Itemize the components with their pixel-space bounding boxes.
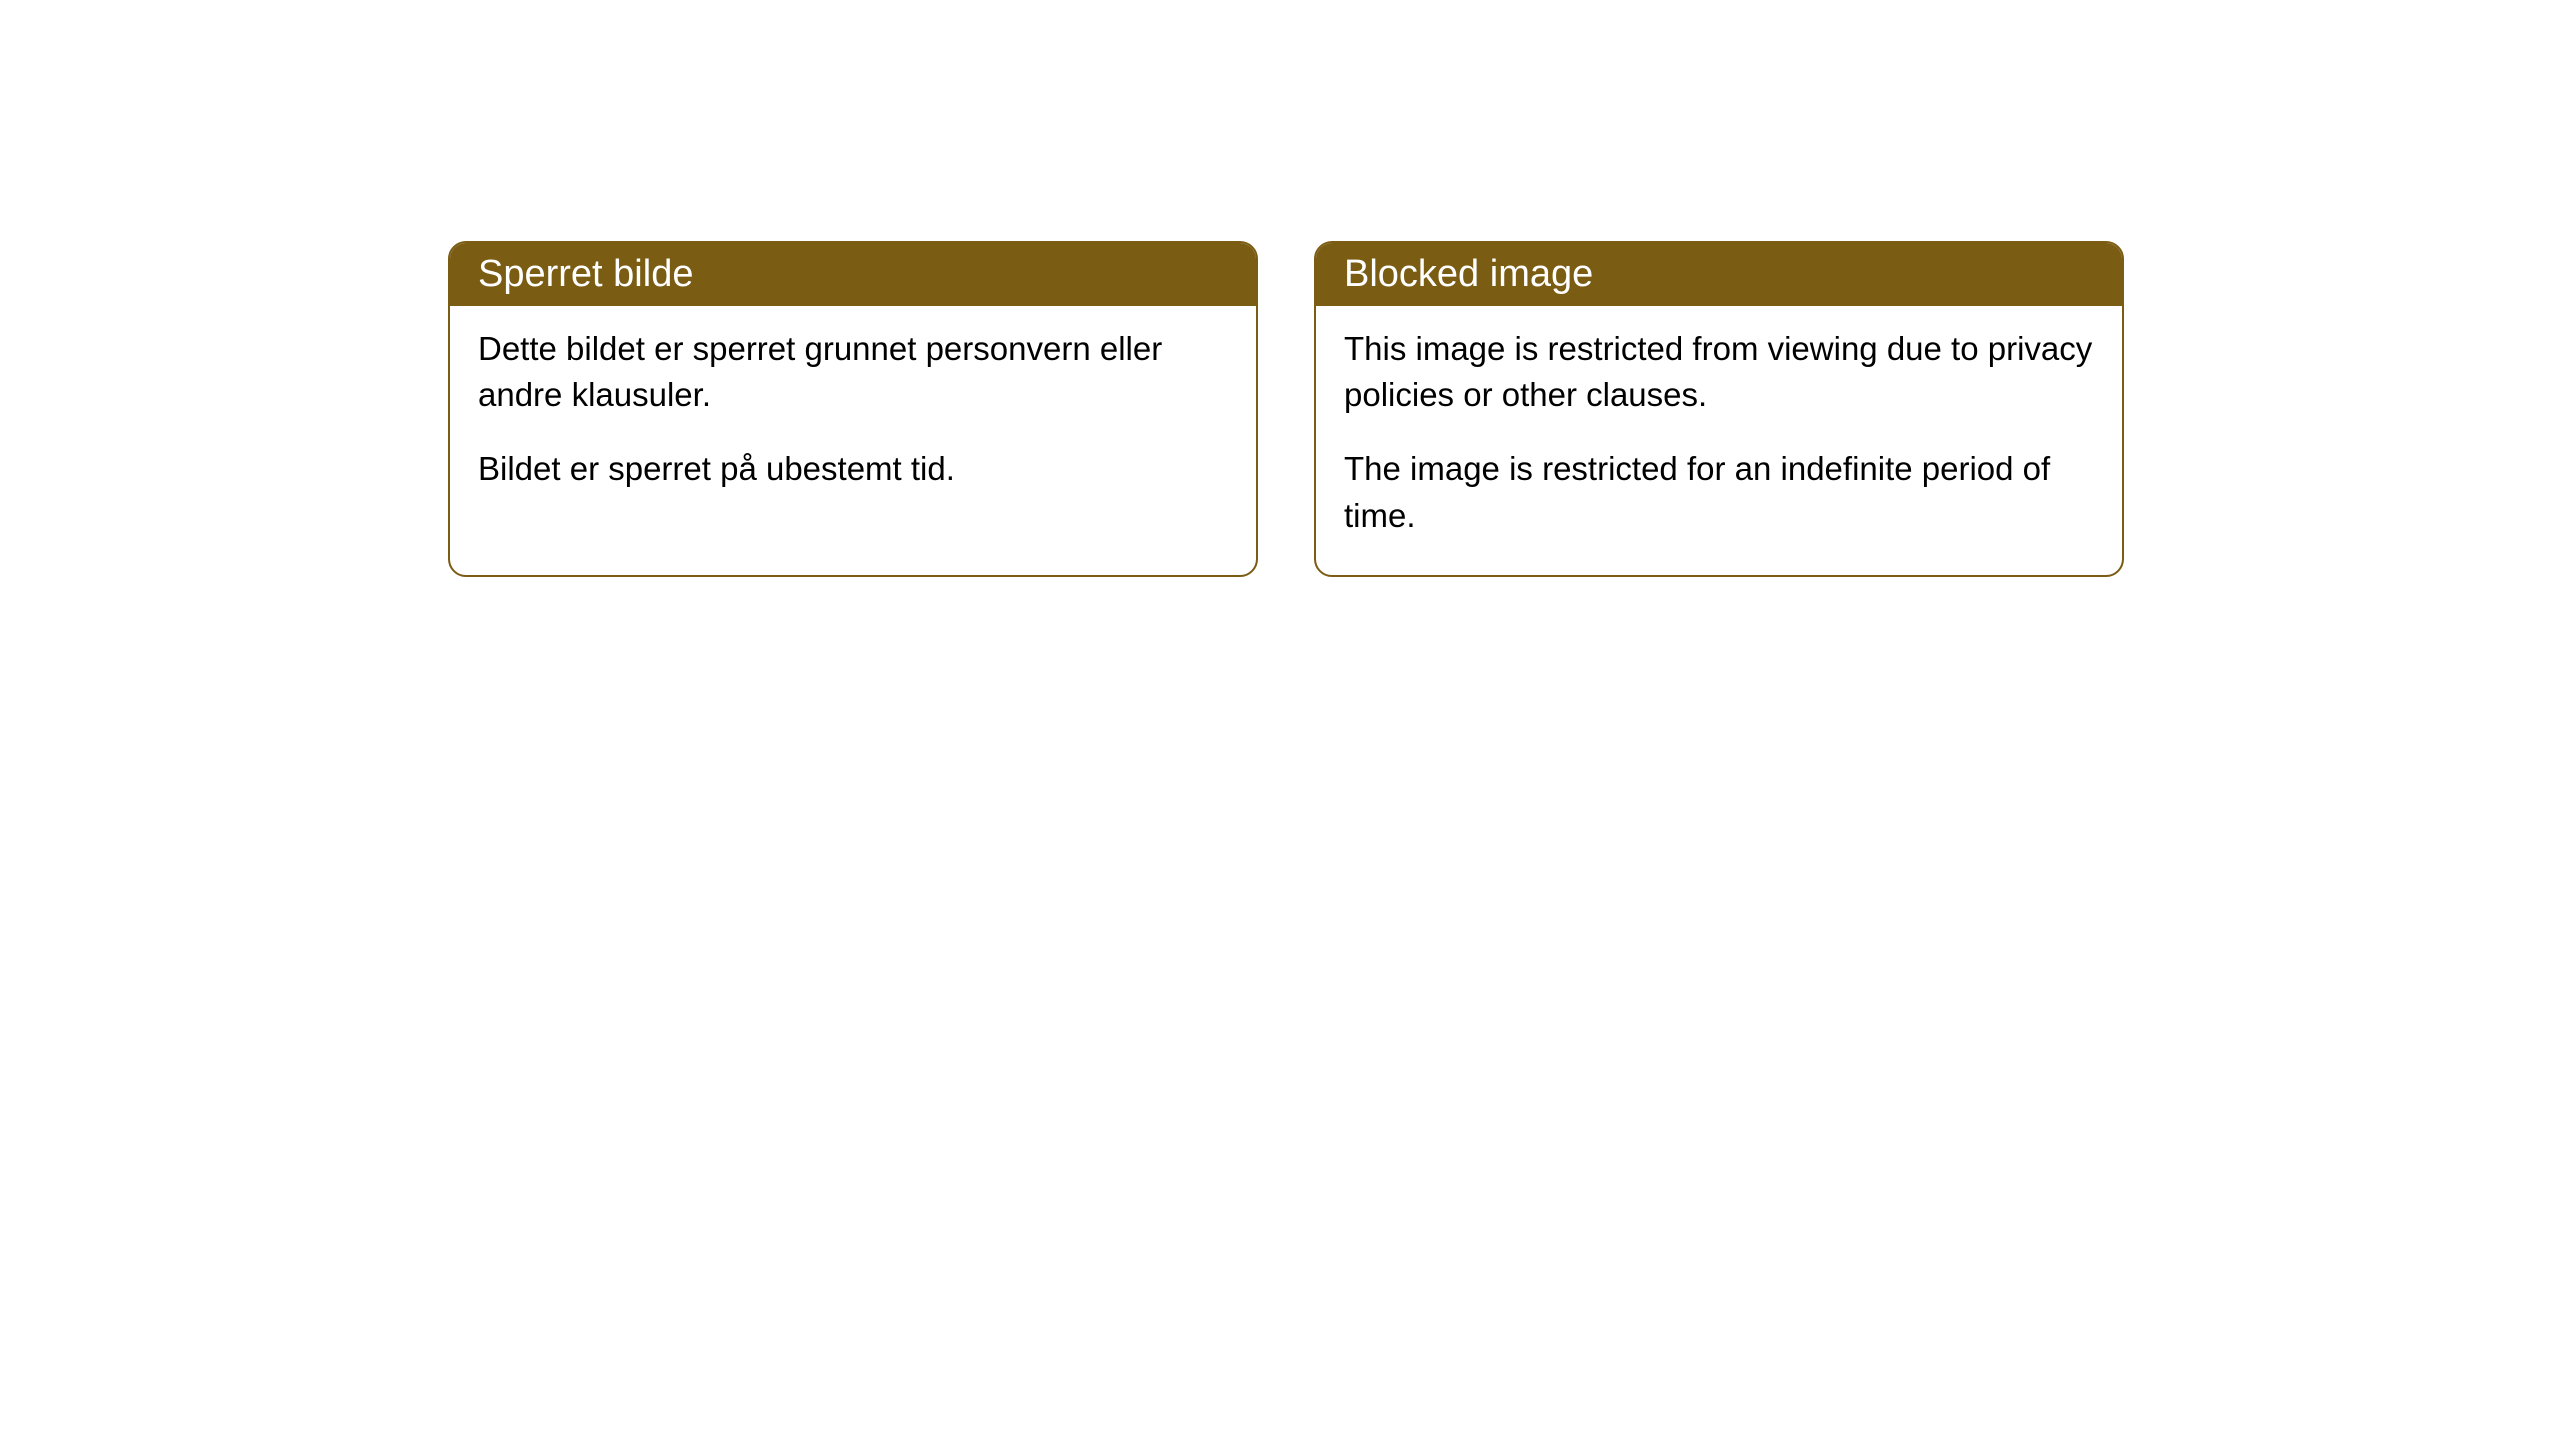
notice-card-norwegian: Sperret bilde Dette bildet er sperret gr…	[448, 241, 1258, 577]
card-body: This image is restricted from viewing du…	[1316, 306, 2122, 575]
card-title: Sperret bilde	[478, 253, 693, 295]
card-title: Blocked image	[1344, 253, 1593, 295]
card-paragraph: Dette bildet er sperret grunnet personve…	[478, 326, 1228, 418]
notice-cards-container: Sperret bilde Dette bildet er sperret gr…	[448, 241, 2124, 577]
card-paragraph: The image is restricted for an indefinit…	[1344, 446, 2094, 538]
card-paragraph: This image is restricted from viewing du…	[1344, 326, 2094, 418]
notice-card-english: Blocked image This image is restricted f…	[1314, 241, 2124, 577]
card-paragraph: Bildet er sperret på ubestemt tid.	[478, 446, 1228, 492]
card-header: Blocked image	[1316, 243, 2122, 306]
card-header: Sperret bilde	[450, 243, 1256, 306]
card-body: Dette bildet er sperret grunnet personve…	[450, 306, 1256, 529]
